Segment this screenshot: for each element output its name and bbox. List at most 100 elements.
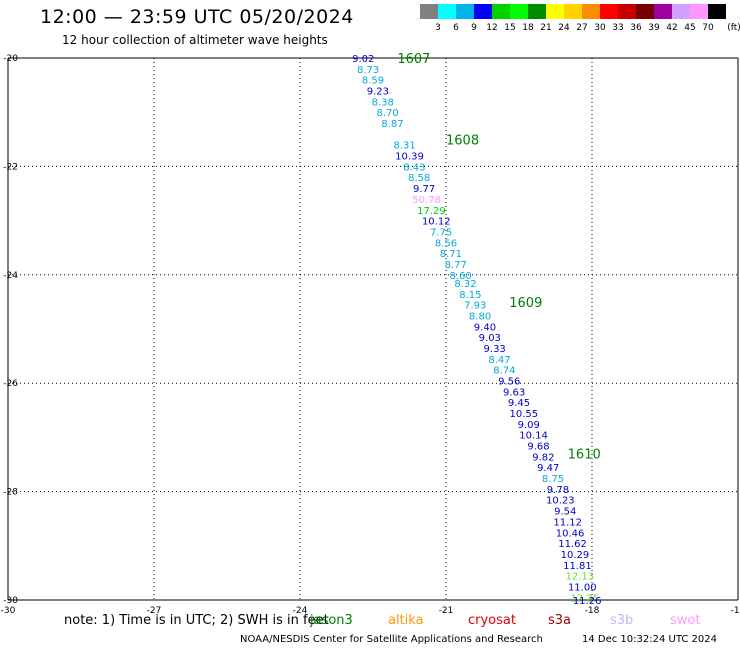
wave-height-label: 10.12 [422,217,451,228]
wave-height-label: 8.59 [362,76,384,87]
legend-swatch [474,4,492,19]
wave-height-label: 9.47 [537,463,559,474]
legend-label: 12 [486,23,498,33]
footer-note: note: 1) Time is in UTC; 2) SWH is in fe… [64,613,329,628]
y-tick-label: -20 [3,54,18,64]
legend-label: 18 [522,23,534,33]
legend-swatch [690,4,708,19]
wave-height-label: 9.78 [547,485,569,496]
wave-height-points: 9.028.738.599.238.388.708.878.3110.398.4… [352,54,601,607]
wave-height-label: 10.39 [395,152,424,163]
wave-height-label: 8.31 [394,141,416,152]
wave-height-label: 9.82 [532,452,554,463]
legend-swatch [600,4,618,19]
legend-label: 9 [471,23,477,33]
legend-swatch [438,4,456,19]
legend-swatch [564,4,582,19]
legend-label: 36 [630,23,642,33]
wave-height-label: 8.38 [372,97,394,108]
wave-height-label: 10.23 [546,496,575,507]
legend-swatch [420,4,438,19]
legend-swatch [582,4,600,19]
wave-height-label: 9.23 [367,87,389,98]
wave-height-label: 9.40 [474,322,496,333]
wave-height-label: 9.56 [498,376,520,387]
legend-label: 39 [648,23,660,33]
wave-height-label: 9.03 [479,333,501,344]
wave-height-label: 9.54 [554,507,576,518]
legend-swatch [636,4,654,19]
x-tick-label: -30 [1,606,16,616]
y-tick-label: -24 [3,271,18,281]
page-title: 12:00 — 23:59 UTC 05/20/2024 [40,6,354,28]
page-subtitle: 12 hour collection of altimeter wave hei… [62,33,328,47]
wave-height-label: 8.56 [435,238,457,249]
wave-height-label: 8.80 [469,311,491,322]
time-marker-label: 1608 [446,133,479,148]
wave-height-label: 8.58 [408,173,430,184]
y-tick-label: -28 [3,488,18,498]
wave-height-label: 10.14 [519,431,548,442]
time-marker-label: 1607 [397,52,430,67]
plot-grid [7,57,739,601]
wave-height-label: 50.78 [412,195,441,206]
legend-swatch [672,4,690,19]
legend-unit: (ft) [727,23,740,33]
axis-ticks: -30 -27 -24 -21 -18 -15 -20 -22 -24 -26 -28 -30 [1,54,740,616]
y-tick-label: -26 [3,379,18,389]
legend-label: 21 [540,23,552,33]
wave-height-label: 11.00 [568,582,597,593]
wave-height-label: 8.70 [376,108,398,119]
time-marker-label: 1609 [509,296,542,311]
wave-height-label: 8.32 [454,279,476,290]
wave-height-label: 9.02 [352,54,374,65]
legend-swatch [528,4,546,19]
legend-label: 70 [702,23,714,33]
legend-label: 15 [504,23,516,33]
wave-height-label: 8.60 [449,271,471,282]
legend-label: 33 [612,23,624,33]
mission-label: swot [670,613,701,628]
wave-height-label: 7.75 [430,227,452,238]
wave-height-label: 11.12 [553,517,582,528]
wave-height-label: 9.33 [484,344,506,355]
wave-height-label: 8.77 [445,260,467,271]
mission-label: cryosat [468,613,516,628]
wave-height-label: 7.93 [464,301,486,312]
wave-height-label: 8.43 [403,162,425,173]
legend-label: 6 [453,23,459,33]
legend-swatch [456,4,474,19]
wave-height-label: 8.74 [493,366,515,377]
wave-height-label: 8.87 [381,119,403,130]
legend-swatch [510,4,528,19]
wave-height-label: 11.26 [573,596,602,607]
wave-height-label: 12.25 [570,593,599,604]
mission-label: s3a [548,613,572,628]
wave-height-label: 8.71 [440,249,462,260]
wave-height-label: 9.45 [508,398,530,409]
wave-height-label: 17.29 [417,206,446,217]
wave-height-label: 8.47 [488,355,510,366]
legend-label: 3 [435,23,441,33]
time-marker-label: 1610 [568,448,601,463]
footer-timestamp: 14 Dec 10:32:24 UTC 2024 [582,634,717,645]
legend-swatch [546,4,564,19]
legend-swatch [654,4,672,19]
legend-swatch [492,4,510,19]
legend-swatch [618,4,636,19]
wave-height-label: 11.81 [563,561,592,572]
x-tick-label: -27 [147,606,162,616]
mission-label: altika [388,613,424,628]
footer-credit: NOAA/NESDIS Center for Satellite Applica… [240,634,543,645]
y-tick-label: -30 [3,596,18,606]
wave-height-label: 9.68 [527,442,549,453]
wave-height-label: 11.62 [558,539,587,550]
wave-height-label: 10.46 [556,528,585,539]
wave-height-label: 8.75 [542,474,564,485]
x-tick-label: -24 [293,606,308,616]
y-tick-label: -22 [3,162,18,172]
legend-label: 24 [558,23,570,33]
wave-height-label: 10.29 [561,550,590,561]
x-tick-label: -18 [585,606,600,616]
wave-height-label: 9.77 [413,184,435,195]
